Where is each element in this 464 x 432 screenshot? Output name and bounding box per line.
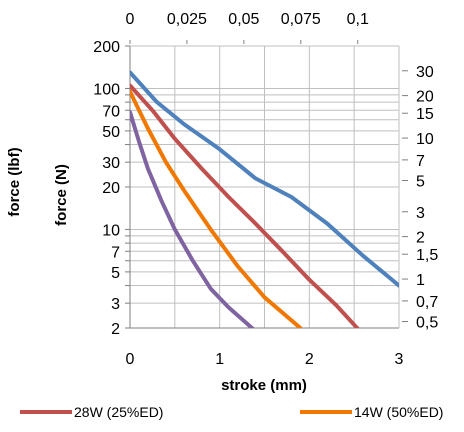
x-tick-label: 2 [305,351,314,368]
y-tick-label-right: 0,5 [416,314,438,331]
y-tick-label-left: 7 [111,244,120,261]
y-tick-label-left: 20 [102,180,120,197]
legend: 28W (25%ED) 14W (50%ED) [20,404,443,420]
y-tick-label-right: 1 [416,272,425,289]
y-tick-label-right: 3 [416,205,425,222]
y-tick-label-left: 100 [93,81,120,98]
y-tick-label-right: 30 [416,64,434,81]
y-tick-label-right: 10 [416,131,434,148]
y-tick-label-left: 10 [102,222,120,239]
series-line-2 [130,83,360,328]
legend-label-3: 14W (50%ED) [354,404,443,420]
y-tick-label-right: 1,5 [416,247,438,264]
x-top-tick-label: 0,05 [228,11,259,28]
series-line-1 [130,70,399,288]
y-tick-label-left: 3 [111,296,120,313]
y-tick-label-left: 50 [102,124,120,141]
y-tick-label-left: 200 [93,39,120,56]
y-tick-label-left: 5 [111,265,120,282]
y-tick-label-left: 70 [102,103,120,120]
series-line-4 [130,110,256,328]
tick-labels: 200100705030201075323020151075321,510,70… [93,11,438,368]
x-axis-label: stroke (mm) [221,377,307,394]
x-tick-label: 1 [215,351,224,368]
x-top-tick-label: 0,075 [281,11,321,28]
x-top-tick-label: 0 [126,11,135,28]
x-tick-label: 0 [126,351,135,368]
y-tick-label-right: 20 [416,89,434,106]
y-axis-label-inner: force (N) [53,164,70,226]
y-axis-label-outer: force (lbf) [6,147,23,216]
y-tick-label-right: 0,7 [416,294,438,311]
grid [129,45,400,329]
series-lines [130,70,399,328]
y-tick-label-left: 30 [102,155,120,172]
series-line-3 [130,89,303,328]
y-tick-label-right: 2 [416,230,425,247]
y-tick-label-right: 5 [416,173,425,190]
y-tick-label-left: 2 [111,321,120,338]
x-top-tick-label: 0,1 [347,11,369,28]
y-tick-label-right: 7 [416,153,425,170]
x-tick-label: 3 [395,351,404,368]
y-tick-label-right: 15 [416,106,434,123]
x-top-tick-label: 0,025 [167,11,207,28]
legend-label-2: 28W (25%ED) [74,404,163,420]
